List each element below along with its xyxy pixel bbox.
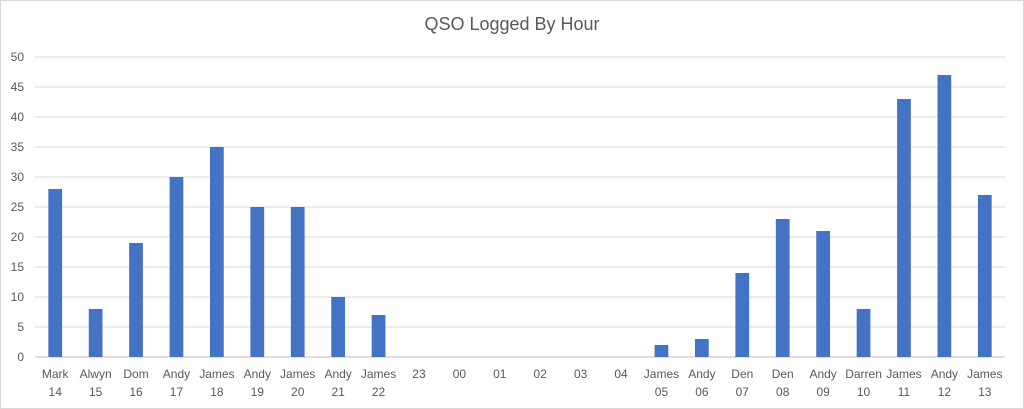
x-tick-operator-label: Darren [845, 367, 882, 381]
y-tick-label: 20 [11, 230, 25, 244]
x-tick-hour-label: 18 [210, 385, 224, 399]
x-tick-operator-label: Andy [324, 367, 351, 381]
gridlines [35, 56, 1005, 358]
x-tick-hour-label: 04 [614, 367, 628, 381]
bar [290, 207, 305, 357]
bar [210, 147, 224, 357]
x-tick-operator-label: James [199, 367, 234, 381]
y-tick-label: 30 [11, 170, 25, 184]
x-tick-operator-label: Alwyn [80, 367, 112, 381]
x-tick-hour-label: 19 [251, 385, 265, 399]
y-axis-ticks: 0 5 10 15 20 25 30 35 40 45 50 [11, 50, 25, 364]
bar [856, 309, 871, 357]
bar [48, 189, 63, 357]
y-tick-label: 25 [11, 200, 25, 214]
x-tick-hour-label: 05 [655, 385, 669, 399]
bar [88, 309, 103, 357]
bar [129, 243, 143, 357]
x-tick-hour-label: 14 [49, 385, 63, 399]
x-tick-hour-label: 03 [574, 367, 588, 381]
x-tick-hour-label: 10 [857, 385, 871, 399]
x-tick-operator-label: James [886, 367, 921, 381]
bar [654, 345, 669, 357]
x-tick-hour-label: 20 [291, 385, 305, 399]
x-tick-operator-label: James [967, 367, 1002, 381]
bar [816, 231, 830, 357]
x-tick-hour-label: 00 [453, 367, 467, 381]
x-tick-operator-label: James [644, 367, 679, 381]
x-tick-hour-label: 12 [938, 385, 952, 399]
x-tick-operator-label: Den [772, 367, 794, 381]
y-tick-label: 5 [17, 320, 24, 334]
bar [735, 273, 750, 357]
x-tick-hour-label: 15 [89, 385, 103, 399]
bar [331, 297, 345, 357]
x-tick-hour-label: 02 [534, 367, 548, 381]
x-tick-operator-label: Mark [42, 367, 70, 381]
bar [371, 315, 386, 357]
x-tick-hour-label: 06 [695, 385, 709, 399]
x-tick-operator-label: Andy [244, 367, 271, 381]
bar [169, 177, 184, 357]
y-tick-label: 10 [11, 290, 25, 304]
y-tick-label: 35 [11, 140, 25, 154]
x-axis-ticks: Mark 14 Alwyn 15 Dom 16 Andy 17 James 18 Andy 19 Jam… [42, 367, 1003, 399]
x-tick-hour-label: 21 [331, 385, 345, 399]
bars [48, 75, 992, 357]
x-tick-hour-label: 08 [776, 385, 790, 399]
y-tick-label: 40 [11, 110, 25, 124]
bar [250, 207, 265, 357]
x-tick-operator-label: James [280, 367, 315, 381]
x-tick-hour-label: 16 [129, 385, 143, 399]
x-tick-operator-label: Den [731, 367, 753, 381]
bar [897, 99, 911, 357]
x-tick-hour-label: 17 [170, 385, 184, 399]
x-tick-hour-label: 01 [493, 367, 507, 381]
y-tick-label: 45 [11, 80, 25, 94]
x-tick-operator-label: Andy [688, 367, 715, 381]
bar [977, 195, 992, 357]
y-tick-label: 50 [11, 50, 25, 64]
x-tick-hour-label: 23 [412, 367, 426, 381]
x-tick-operator-label: Andy [163, 367, 190, 381]
x-tick-operator-label: Dom [123, 367, 148, 381]
x-tick-operator-label: James [361, 367, 396, 381]
bar [775, 219, 790, 357]
bar [937, 75, 952, 357]
x-tick-hour-label: 07 [736, 385, 750, 399]
x-tick-operator-label: Andy [809, 367, 836, 381]
x-tick-hour-label: 13 [978, 385, 992, 399]
x-tick-hour-label: 09 [816, 385, 830, 399]
x-tick-hour-label: 11 [898, 385, 911, 399]
chart-title: QSO Logged By Hour [424, 14, 600, 34]
x-tick-hour-label: 22 [372, 385, 386, 399]
y-tick-label: 15 [11, 260, 25, 274]
x-tick-operator-label: Andy [931, 367, 958, 381]
y-tick-label: 0 [17, 350, 24, 364]
bar [695, 339, 709, 357]
